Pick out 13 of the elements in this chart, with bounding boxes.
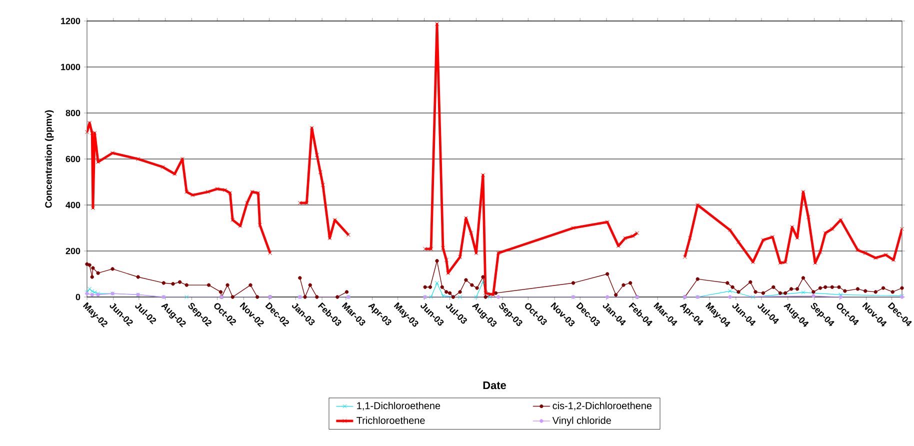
y-tick-label: 1200 — [61, 18, 80, 24]
y-axis-title: Concentration (ppmv) — [44, 110, 54, 208]
legend-label: Vinyl chloride — [552, 416, 611, 426]
legend-label: cis-1,2-Dichloroethene — [552, 402, 652, 410]
y-tick-label: 800 — [66, 110, 80, 116]
y-tick-label: 200 — [66, 248, 80, 254]
legend-label: 1,1-Dichloroethene — [357, 402, 440, 410]
legend-label: Trichloroethene — [356, 416, 425, 424]
y-tick-label: 0 — [76, 294, 80, 300]
y-tick-label: 600 — [66, 156, 80, 162]
y-tick-label: 1000 — [61, 64, 80, 70]
x-axis-title: Date — [483, 382, 506, 390]
y-tick-label: 400 — [66, 202, 80, 208]
